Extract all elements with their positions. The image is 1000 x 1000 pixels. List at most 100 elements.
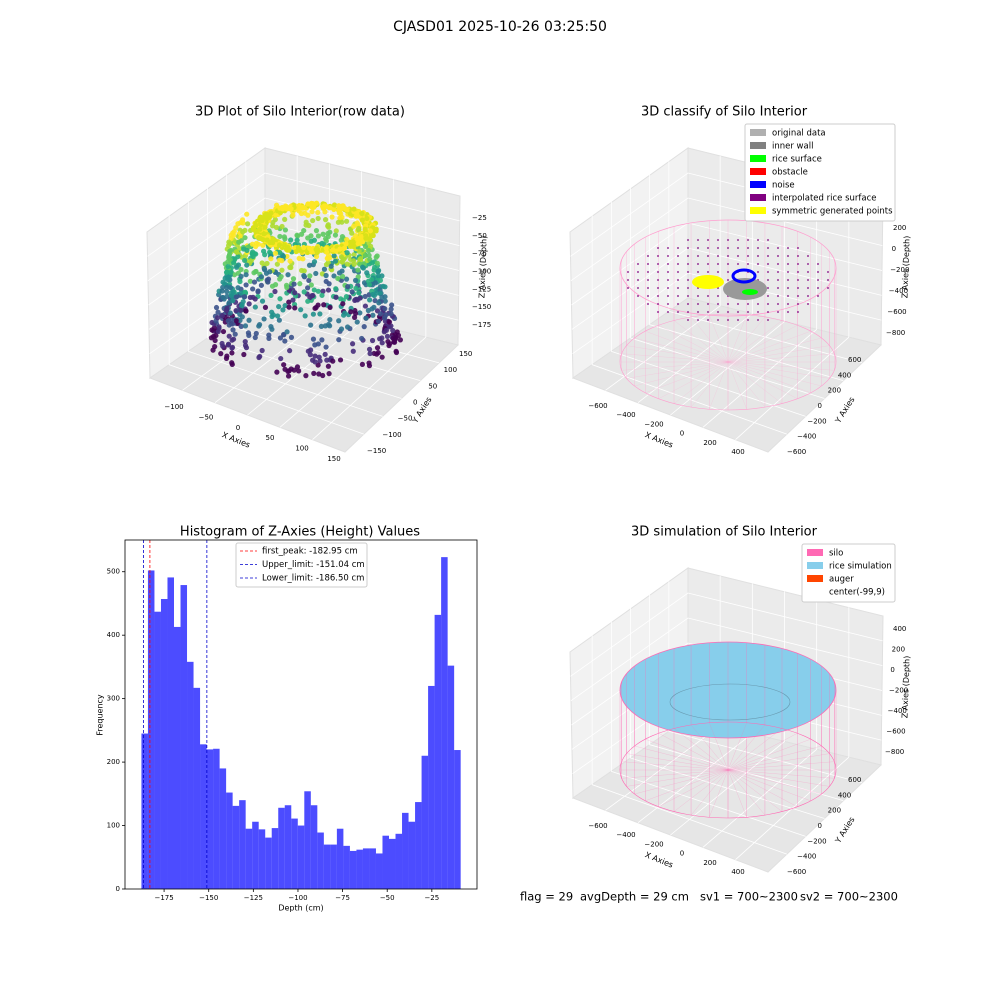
y-tick-label: −150 bbox=[367, 447, 386, 455]
point bbox=[356, 290, 362, 296]
z-tick-label: −400 bbox=[889, 287, 908, 295]
point bbox=[233, 318, 239, 324]
point bbox=[256, 235, 262, 241]
point bbox=[330, 358, 336, 364]
point bbox=[352, 277, 359, 284]
point bbox=[384, 333, 391, 339]
point bbox=[320, 231, 326, 237]
legend-label: obstacle bbox=[772, 168, 808, 178]
point bbox=[707, 295, 709, 297]
bar bbox=[278, 807, 285, 889]
point bbox=[265, 279, 271, 285]
point bbox=[767, 303, 769, 305]
point bbox=[286, 299, 292, 305]
point bbox=[777, 311, 779, 313]
point bbox=[215, 315, 221, 321]
bar bbox=[434, 614, 442, 889]
point bbox=[697, 295, 699, 297]
cylinder-wire bbox=[690, 316, 729, 363]
point bbox=[354, 319, 360, 325]
point bbox=[311, 287, 317, 293]
point bbox=[253, 330, 259, 337]
cylinder-wire bbox=[727, 769, 811, 801]
point bbox=[235, 262, 242, 268]
point bbox=[321, 302, 327, 308]
point bbox=[325, 287, 332, 293]
point bbox=[354, 297, 361, 303]
point bbox=[383, 327, 390, 333]
y-tick-label: 300 bbox=[107, 695, 120, 703]
point bbox=[227, 310, 233, 316]
point bbox=[333, 228, 339, 234]
point bbox=[757, 263, 759, 265]
point bbox=[360, 239, 366, 245]
point bbox=[262, 252, 268, 258]
point bbox=[351, 252, 357, 258]
point bbox=[697, 271, 699, 273]
point bbox=[313, 246, 319, 253]
cylinder-wire bbox=[690, 724, 729, 771]
point bbox=[277, 249, 283, 256]
cylinder-wire bbox=[727, 753, 830, 771]
point bbox=[349, 341, 356, 347]
point bbox=[327, 323, 333, 329]
point bbox=[315, 288, 321, 294]
legend-label: first_peak: -182.95 cm bbox=[262, 547, 358, 557]
point bbox=[273, 212, 279, 218]
point bbox=[285, 272, 291, 278]
point bbox=[284, 284, 290, 291]
bar bbox=[336, 828, 344, 889]
cylinder-wire bbox=[727, 345, 830, 363]
point bbox=[313, 253, 320, 260]
y-tick-label: −50 bbox=[398, 415, 413, 423]
point bbox=[389, 302, 395, 308]
point bbox=[296, 202, 302, 209]
point bbox=[252, 296, 258, 302]
symmetric-points bbox=[692, 275, 724, 289]
bar bbox=[206, 749, 214, 889]
point bbox=[340, 301, 346, 307]
legend-label: interpolated rice surface bbox=[772, 194, 877, 204]
point bbox=[377, 311, 384, 317]
point bbox=[362, 226, 368, 232]
point bbox=[350, 239, 356, 245]
point bbox=[227, 269, 234, 276]
point bbox=[372, 280, 378, 286]
point bbox=[657, 247, 659, 249]
point bbox=[697, 303, 699, 305]
point bbox=[767, 255, 769, 257]
point bbox=[727, 279, 729, 281]
point bbox=[342, 205, 348, 212]
point bbox=[261, 231, 267, 237]
point bbox=[797, 311, 799, 313]
status-text: avgDepth = 29 cm bbox=[580, 890, 689, 904]
cylinder-wire bbox=[727, 361, 798, 399]
point bbox=[667, 295, 669, 297]
point bbox=[242, 235, 248, 241]
point bbox=[657, 279, 659, 281]
cylinder-wire bbox=[673, 769, 729, 812]
point bbox=[647, 279, 649, 281]
point bbox=[777, 263, 779, 265]
bar bbox=[297, 825, 305, 889]
point bbox=[262, 224, 268, 230]
point bbox=[327, 317, 333, 323]
point bbox=[282, 236, 288, 242]
point bbox=[363, 235, 369, 241]
point bbox=[345, 284, 351, 290]
point bbox=[361, 324, 367, 330]
point bbox=[224, 288, 230, 295]
point bbox=[263, 211, 269, 217]
point bbox=[233, 225, 239, 231]
point bbox=[817, 287, 819, 289]
cylinder-wire bbox=[727, 728, 783, 771]
cylinder-wire bbox=[634, 745, 729, 771]
x-tick-label: −400 bbox=[616, 831, 635, 839]
point bbox=[777, 279, 779, 281]
point bbox=[215, 328, 221, 335]
point bbox=[697, 311, 699, 313]
x-tick-label: −600 bbox=[588, 822, 607, 830]
point bbox=[274, 369, 280, 375]
point bbox=[307, 273, 313, 279]
